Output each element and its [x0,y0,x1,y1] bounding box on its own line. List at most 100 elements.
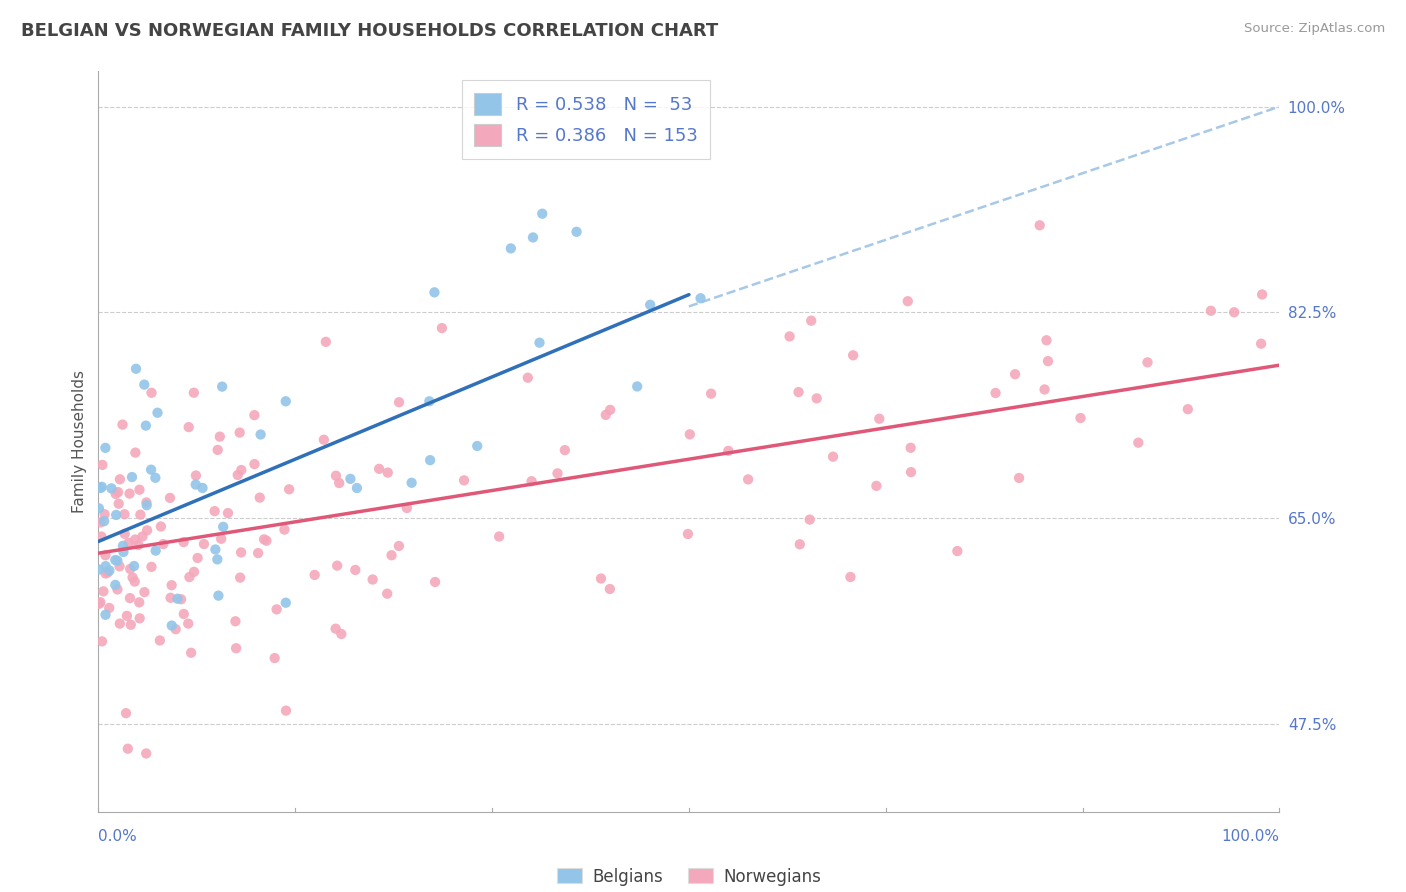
Point [375,587,398,601]
Point [124,445,146,459]
Point [229,571,252,585]
Point [676,527,699,541]
Point [209,532,232,546]
Point [89,595,111,609]
Point [897,294,920,309]
Point [107,554,129,568]
Point [94,559,117,574]
Point [1223,305,1246,319]
Point [1136,355,1159,369]
Point [554,443,576,458]
Point [315,334,337,349]
Point [789,537,811,551]
Point [107,485,129,500]
Point [344,563,367,577]
Point [152,537,174,551]
Point [128,611,150,625]
Y-axis label: Family Households: Family Households [72,370,87,513]
Point [325,622,347,636]
Point [93,584,115,599]
Point [93,507,115,521]
Point [243,457,266,471]
Point [346,481,368,495]
Point [1128,435,1150,450]
Point [946,544,969,558]
Point [589,572,612,586]
Point [689,291,711,305]
Point [159,491,181,505]
Point [401,475,423,490]
Point [430,321,453,335]
Point [839,570,862,584]
Point [900,441,922,455]
Point [104,553,127,567]
Point [183,565,205,579]
Point [207,442,229,457]
Point [122,559,145,574]
Point [423,285,446,300]
Point [361,573,384,587]
Point [115,706,138,721]
Point [93,514,115,528]
Point [388,539,411,553]
Point [516,370,538,384]
Point [330,627,353,641]
Point [229,545,252,559]
Point [149,633,172,648]
Point [800,314,823,328]
Text: BELGIAN VS NORWEGIAN FAMILY HOUSEHOLDS CORRELATION CHART: BELGIAN VS NORWEGIAN FAMILY HOUSEHOLDS C… [21,22,718,40]
Point [108,616,131,631]
Point [125,361,148,376]
Point [173,607,195,621]
Point [204,542,226,557]
Point [326,558,349,573]
Point [823,450,845,464]
Point [377,466,399,480]
Point [249,491,271,505]
Point [865,479,887,493]
Point [626,379,648,393]
Point [1250,336,1272,351]
Point [638,298,661,312]
Point [107,497,129,511]
Point [1177,402,1199,417]
Point [160,618,183,632]
Point [111,539,134,553]
Point [121,570,143,584]
Point [159,591,181,605]
Point [256,533,278,548]
Point [127,538,149,552]
Point [1251,287,1274,301]
Point [779,329,801,343]
Point [129,508,152,522]
Point [118,486,141,500]
Point [224,615,246,629]
Point [97,566,120,580]
Point [104,487,127,501]
Point [842,348,865,362]
Point [453,473,475,487]
Point [94,566,117,581]
Point [522,230,544,244]
Point [90,529,112,543]
Point [325,468,347,483]
Point [135,495,157,509]
Point [94,548,117,562]
Point [531,207,554,221]
Point [565,225,588,239]
Point [165,622,187,636]
Point [135,498,157,512]
Point [388,395,411,409]
Point [211,379,233,393]
Point [89,516,111,530]
Point [208,430,231,444]
Point [91,458,114,472]
Point [136,524,159,538]
Point [217,506,239,520]
Point [128,483,150,497]
Point [304,568,326,582]
Point [135,418,157,433]
Point [204,504,226,518]
Point [1199,303,1222,318]
Point [595,408,617,422]
